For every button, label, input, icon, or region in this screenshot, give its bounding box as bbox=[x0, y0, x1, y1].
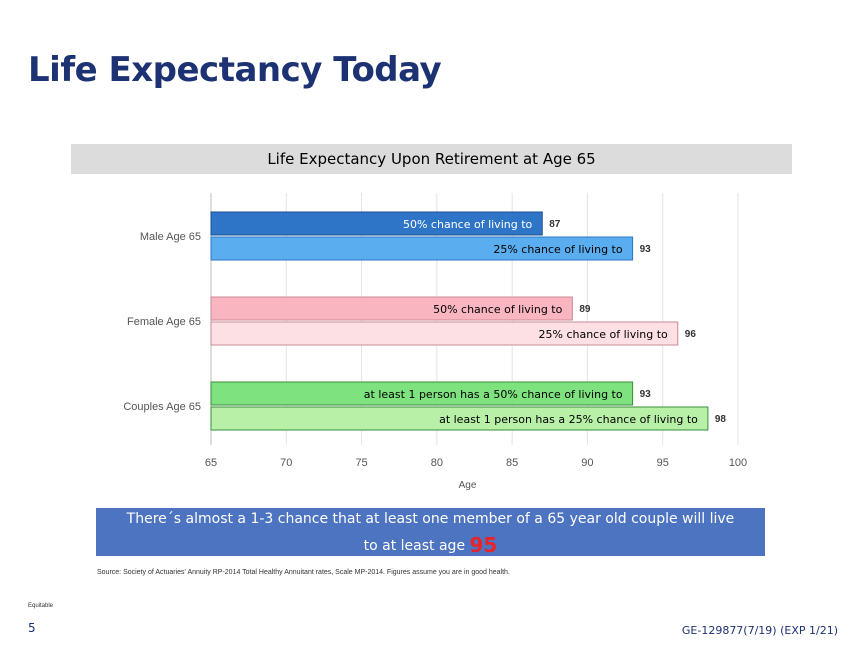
callout-line-2: to at least age 95 bbox=[96, 533, 765, 557]
x-tick-label: 75 bbox=[355, 457, 367, 469]
bar-value-label: 87 bbox=[549, 219, 561, 230]
bar bbox=[210, 296, 573, 321]
bar-label: at least 1 person has a 50% chance of li… bbox=[364, 388, 623, 401]
callout-line-1: There´s almost a 1-3 chance that at leas… bbox=[126, 511, 735, 527]
bar-value-label: 93 bbox=[640, 389, 652, 400]
category-label: Male Age 65 bbox=[140, 231, 201, 243]
chart-title: Life Expectancy Upon Retirement at Age 6… bbox=[71, 144, 792, 174]
page-number: 5 bbox=[28, 621, 36, 635]
bar-value-label: 89 bbox=[579, 304, 591, 315]
bar bbox=[210, 406, 709, 431]
callout-box: There´s almost a 1-3 chance that at leas… bbox=[96, 508, 765, 557]
callout-highlight-age: 95 bbox=[469, 533, 498, 557]
bar-label: 25% chance of living to bbox=[493, 243, 623, 256]
bar bbox=[210, 211, 543, 236]
company-name: Equitable bbox=[28, 603, 54, 609]
bar bbox=[210, 381, 634, 406]
x-axis-label: Age bbox=[459, 480, 477, 491]
bar-label: 50% chance of living to bbox=[433, 303, 563, 316]
bar-label: at least 1 person has a 25% chance of li… bbox=[439, 413, 698, 426]
bar-value-label: 96 bbox=[685, 329, 697, 340]
document-code: GE-129877(7/19) (EXP 1/21) bbox=[681, 624, 838, 637]
bar bbox=[210, 321, 679, 346]
source-note: Source: Society of Actuaries' Annuity RP… bbox=[97, 569, 510, 576]
x-tick-label: 95 bbox=[657, 457, 669, 469]
callout-line-2-text: to at least age bbox=[363, 538, 466, 554]
x-tick-label: 80 bbox=[431, 457, 443, 469]
slide-title: Life Expectancy Today bbox=[28, 50, 442, 90]
bar bbox=[210, 236, 634, 261]
x-tick-label: 100 bbox=[729, 457, 747, 469]
bar-value-label: 98 bbox=[715, 414, 727, 425]
x-tick-label: 70 bbox=[280, 457, 292, 469]
category-label: Couples Age 65 bbox=[123, 401, 201, 413]
x-tick-label: 65 bbox=[205, 457, 217, 469]
bar-value-label: 93 bbox=[640, 244, 652, 255]
bar-label: 25% chance of living to bbox=[539, 328, 669, 341]
x-tick-label: 85 bbox=[506, 457, 518, 469]
bar-label: 50% chance of living to bbox=[403, 218, 533, 231]
x-tick-label: 90 bbox=[581, 457, 593, 469]
life-expectancy-chart: 50% chance of living to 87 25% chance of l… bbox=[123, 193, 747, 491]
category-label: Female Age 65 bbox=[127, 316, 201, 328]
